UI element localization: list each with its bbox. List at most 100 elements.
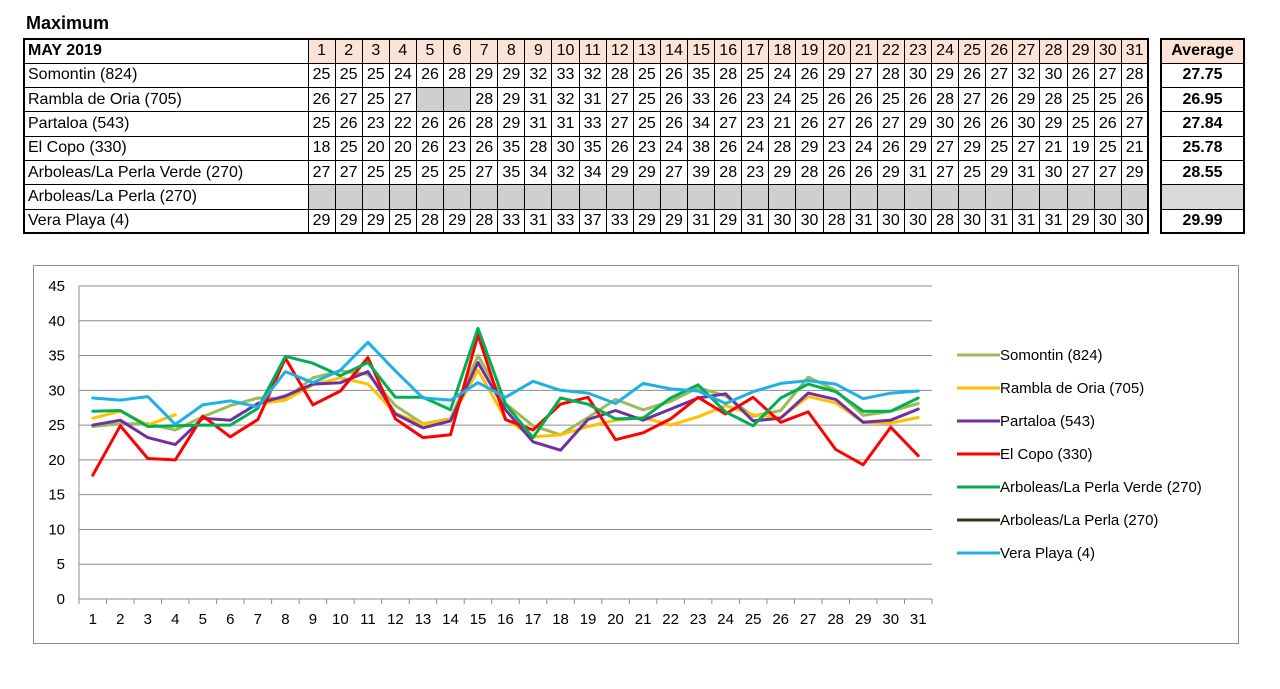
x-tick-label: 25 bbox=[745, 611, 762, 628]
value-cell: 28 bbox=[795, 159, 824, 186]
day-header: 27 bbox=[1012, 37, 1041, 64]
value-cell: 27 bbox=[1120, 111, 1150, 137]
value-cell bbox=[1120, 184, 1150, 210]
value-cell: 23 bbox=[741, 159, 770, 186]
series-line bbox=[91, 340, 920, 426]
day-header: 10 bbox=[551, 37, 580, 64]
value-cell bbox=[388, 184, 417, 210]
value-cell bbox=[903, 184, 933, 210]
y-tick-label: 0 bbox=[57, 591, 65, 608]
month-label: MAY 2019 bbox=[23, 37, 309, 64]
x-tick-label: 12 bbox=[387, 611, 404, 628]
value-cell: 23 bbox=[741, 87, 770, 113]
value-cell bbox=[1066, 184, 1095, 210]
value-cell: 25 bbox=[632, 111, 661, 137]
value-cell: 31 bbox=[1039, 208, 1068, 235]
value-cell: 26 bbox=[1066, 62, 1095, 89]
value-cell bbox=[985, 184, 1014, 210]
value-cell bbox=[578, 184, 607, 210]
value-cell: 29 bbox=[497, 62, 526, 89]
value-cell: 29 bbox=[903, 111, 933, 137]
legend-label: Rambla de Oria (705) bbox=[1000, 380, 1144, 397]
x-tick-label: 31 bbox=[910, 611, 927, 628]
x-tick-label: 14 bbox=[442, 611, 459, 628]
x-tick-label: 3 bbox=[144, 611, 152, 628]
day-header: 20 bbox=[822, 37, 851, 64]
value-cell: 24 bbox=[768, 62, 797, 89]
value-cell: 30 bbox=[903, 62, 933, 89]
value-cell: 29 bbox=[1012, 87, 1041, 113]
value-cell: 26 bbox=[822, 87, 851, 113]
station-name: El Copo (330) bbox=[23, 135, 309, 161]
value-cell: 33 bbox=[578, 111, 607, 137]
value-cell: 26 bbox=[415, 135, 445, 161]
value-cell: 26 bbox=[985, 87, 1014, 113]
value-cell: 23 bbox=[632, 135, 661, 161]
value-cell: 39 bbox=[687, 159, 716, 186]
value-cell: 29 bbox=[903, 135, 933, 161]
value-cell: 22 bbox=[388, 111, 417, 137]
value-cell: 33 bbox=[551, 208, 580, 235]
y-tick-label: 30 bbox=[48, 382, 65, 399]
value-cell: 26 bbox=[470, 135, 499, 161]
x-tick-label: 1 bbox=[89, 611, 97, 628]
value-cell: 26 bbox=[1093, 111, 1122, 137]
value-cell: 25 bbox=[876, 87, 905, 113]
value-cell bbox=[415, 87, 445, 113]
x-tick-label: 13 bbox=[415, 611, 432, 628]
x-tick-label: 10 bbox=[332, 611, 349, 628]
value-cell: 25 bbox=[632, 62, 661, 89]
value-cell bbox=[443, 184, 472, 210]
value-cell: 24 bbox=[849, 135, 878, 161]
value-cell: 34 bbox=[578, 159, 607, 186]
legend-label: Partaloa (543) bbox=[1000, 413, 1095, 430]
value-cell bbox=[1039, 184, 1068, 210]
value-cell: 38 bbox=[687, 135, 716, 161]
value-cell: 28 bbox=[714, 62, 743, 89]
value-cell: 26 bbox=[659, 87, 689, 113]
table-row: Arboleas/La Perla Verde (270) 27 27 25 25 25 2… bbox=[23, 159, 1150, 186]
value-cell bbox=[1093, 184, 1122, 210]
day-header: 5 bbox=[415, 37, 445, 64]
value-cell: 35 bbox=[497, 159, 526, 186]
value-cell: 27 bbox=[985, 62, 1014, 89]
value-cell: 21 bbox=[768, 111, 797, 137]
value-cell: 27 bbox=[334, 159, 363, 186]
value-cell: 29 bbox=[985, 159, 1014, 186]
value-cell bbox=[659, 184, 689, 210]
x-tick-label: 8 bbox=[281, 611, 289, 628]
x-tick-label: 22 bbox=[662, 611, 679, 628]
value-cell: 27 bbox=[388, 87, 417, 113]
value-cell: 29 bbox=[497, 111, 526, 137]
value-cell: 25 bbox=[361, 159, 390, 186]
value-cell: 30 bbox=[958, 208, 987, 235]
value-cell: 25 bbox=[1066, 111, 1095, 137]
value-cell: 29 bbox=[931, 62, 960, 89]
value-cell: 29 bbox=[361, 208, 390, 235]
value-cell: 31 bbox=[1012, 159, 1041, 186]
x-tick-label: 5 bbox=[199, 611, 207, 628]
value-cell: 35 bbox=[578, 135, 607, 161]
value-cell: 29 bbox=[605, 159, 634, 186]
y-tick-label: 25 bbox=[48, 417, 65, 434]
legend-label: Vera Playa (4) bbox=[1000, 545, 1095, 562]
station-name: Rambla de Oria (705) bbox=[23, 87, 309, 113]
value-cell: 33 bbox=[497, 208, 526, 235]
x-tick-label: 23 bbox=[690, 611, 707, 628]
value-cell: 29 bbox=[307, 208, 336, 235]
day-header: 1 bbox=[307, 37, 336, 64]
value-cell: 26 bbox=[714, 87, 743, 113]
value-cell: 27 bbox=[605, 87, 634, 113]
value-cell: 28 bbox=[470, 87, 499, 113]
value-cell: 29 bbox=[795, 135, 824, 161]
value-cell bbox=[849, 184, 878, 210]
x-tick-label: 18 bbox=[552, 611, 569, 628]
day-header: 22 bbox=[876, 37, 905, 64]
value-cell: 28 bbox=[470, 208, 499, 235]
table-row: Rambla de Oria (705) 26 27 25 27 28 29 31 32 31 27… bbox=[23, 87, 1150, 113]
value-cell: 24 bbox=[659, 135, 689, 161]
day-header: 16 bbox=[714, 37, 743, 64]
value-cell bbox=[632, 184, 661, 210]
day-header: 8 bbox=[497, 37, 526, 64]
